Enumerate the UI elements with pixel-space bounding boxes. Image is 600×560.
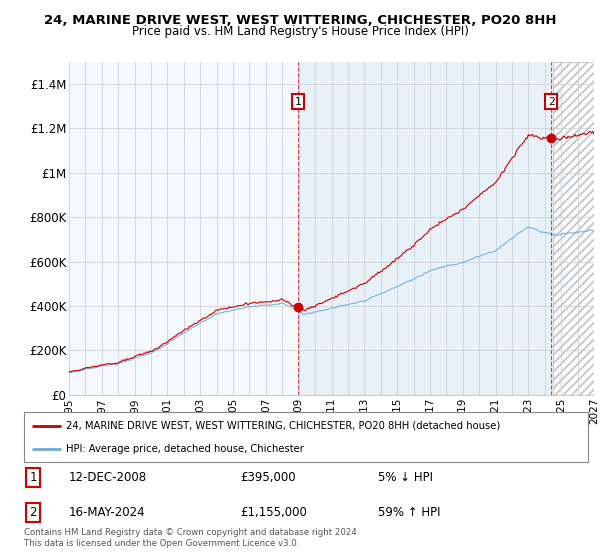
Text: Contains HM Land Registry data © Crown copyright and database right 2024.
This d: Contains HM Land Registry data © Crown c…: [24, 528, 359, 548]
Text: 24, MARINE DRIVE WEST, WEST WITTERING, CHICHESTER, PO20 8HH (detached house): 24, MARINE DRIVE WEST, WEST WITTERING, C…: [66, 421, 500, 431]
Bar: [298, 62, 553, 395]
Text: 2: 2: [29, 506, 37, 519]
Text: 24, MARINE DRIVE WEST, WEST WITTERING, CHICHESTER, PO20 8HH: 24, MARINE DRIVE WEST, WEST WITTERING, C…: [44, 14, 556, 27]
Text: 1: 1: [295, 96, 301, 106]
Text: 1: 1: [29, 470, 37, 484]
Text: Price paid vs. HM Land Registry's House Price Index (HPI): Price paid vs. HM Land Registry's House …: [131, 25, 469, 38]
Bar: [553, 62, 594, 395]
Text: 16-MAY-2024: 16-MAY-2024: [69, 506, 146, 519]
Text: 12-DEC-2008: 12-DEC-2008: [69, 470, 147, 484]
Text: £395,000: £395,000: [240, 470, 296, 484]
Text: 59% ↑ HPI: 59% ↑ HPI: [378, 506, 440, 519]
Text: 2: 2: [548, 96, 554, 106]
Text: HPI: Average price, detached house, Chichester: HPI: Average price, detached house, Chic…: [66, 445, 304, 454]
Text: £1,155,000: £1,155,000: [240, 506, 307, 519]
Text: 5% ↓ HPI: 5% ↓ HPI: [378, 470, 433, 484]
Bar: [553, 62, 594, 395]
